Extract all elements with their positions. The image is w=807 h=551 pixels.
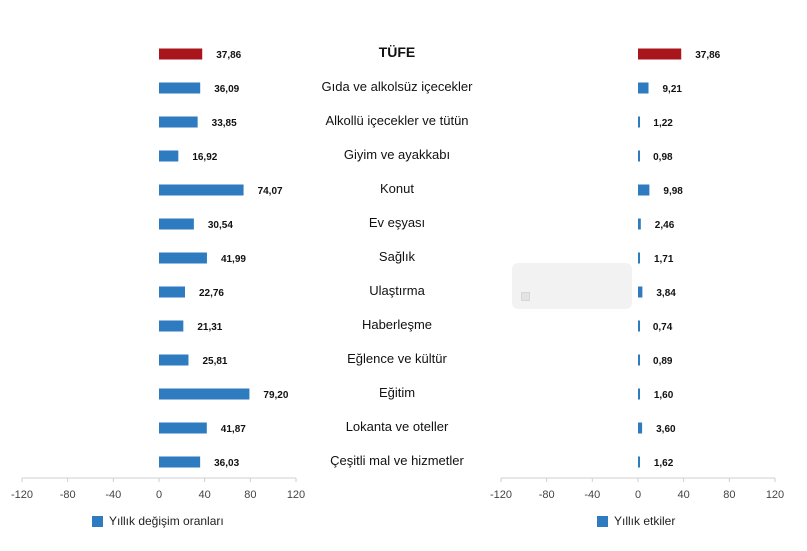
category-label: TÜFE	[379, 44, 416, 60]
left-bar	[159, 218, 194, 230]
legend-right: Yıllık etkiler	[597, 514, 675, 528]
left-tick-label: 80	[244, 489, 256, 501]
left-value-label: 36,03	[214, 458, 239, 469]
right-bar	[638, 422, 643, 434]
faded-tooltip-box	[512, 263, 632, 309]
category-label: Eğitim	[379, 385, 415, 400]
left-value-label: 74,07	[258, 186, 283, 197]
left-bar	[159, 422, 207, 434]
left-value-label: 25,81	[202, 356, 227, 367]
category-label: Alkollü içecekler ve tütün	[325, 113, 468, 128]
right-value-label: 1,22	[653, 118, 673, 129]
legend-right-swatch-icon	[597, 515, 608, 527]
right-bar	[638, 354, 640, 366]
legend-left: Yıllık değişim oranları	[92, 514, 224, 528]
category-label: Ev eşyası	[369, 215, 425, 230]
legend-left-swatch-icon	[92, 515, 103, 527]
right-tick-label: 40	[678, 489, 690, 501]
left-value-label: 16,92	[192, 152, 217, 163]
category-label: Giyim ve ayakkabı	[344, 147, 450, 162]
right-value-label: 3,84	[656, 288, 676, 299]
category-label: Konut	[380, 181, 414, 196]
right-bar	[638, 388, 640, 400]
right-value-label: 1,62	[654, 458, 674, 469]
right-tick-label: 80	[723, 489, 735, 501]
legend-left-label: Yıllık değişim oranları	[109, 514, 224, 528]
category-label: Ulaştırma	[369, 283, 425, 298]
right-value-label: 0,89	[653, 356, 673, 367]
category-labels: TÜFE Gıda ve alkolsüz içecekler Alkollü iç…	[321, 44, 473, 468]
right-bar	[638, 184, 650, 196]
right-value-label: 0,98	[653, 152, 673, 163]
left-bar	[159, 354, 189, 366]
tooltip-swatch-icon	[521, 292, 530, 301]
right-bar	[638, 48, 682, 60]
category-label: Eğlence ve kültür	[347, 351, 447, 366]
left-tick-label: 0	[156, 489, 162, 501]
left-tick-label: -120	[11, 489, 33, 501]
category-label: Lokanta ve oteller	[346, 419, 449, 434]
left-value-label: 21,31	[197, 322, 222, 333]
left-bar	[159, 82, 201, 94]
right-value-label: 9,21	[663, 84, 683, 95]
right-tick-label: 0	[635, 489, 641, 501]
left-value-label: 36,09	[214, 84, 239, 95]
right-tick-label: 120	[766, 489, 784, 501]
right-tick-label: -40	[584, 489, 600, 501]
left-bar	[159, 184, 244, 196]
left-value-label: 37,86	[216, 50, 241, 61]
right-tick-label: -80	[539, 489, 555, 501]
category-label: Gıda ve alkolsüz içecekler	[321, 79, 473, 94]
category-label: Çeşitli mal ve hizmetler	[330, 453, 464, 468]
right-value-label: 1,60	[654, 390, 674, 401]
left-bar	[159, 116, 198, 128]
right-tick-label: -120	[490, 489, 512, 501]
right-bar	[638, 82, 649, 94]
left-bar	[159, 388, 250, 400]
left-bar	[159, 48, 203, 60]
right-value-label: 2,46	[655, 220, 675, 231]
left-value-label: 41,87	[221, 424, 246, 435]
right-bar	[638, 320, 640, 332]
left-bar	[159, 252, 207, 264]
right-bar	[638, 218, 641, 230]
left-tick-label: 120	[287, 489, 305, 501]
left-bar	[159, 320, 184, 332]
right-value-label: 1,71	[654, 254, 674, 265]
right-value-label: 37,86	[695, 50, 720, 61]
category-label: Haberleşme	[362, 317, 432, 332]
right-bar-chart: -120 -80 -40 0 40 80 120 37,86 9,21 1,22 0,98 9,98 2…	[490, 48, 784, 501]
legend-right-label: Yıllık etkiler	[614, 514, 676, 528]
right-bar	[638, 252, 640, 264]
right-bar	[638, 456, 640, 468]
left-value-label: 79,20	[263, 390, 288, 401]
left-tick-label: 40	[199, 489, 211, 501]
category-label: Sağlık	[379, 249, 416, 264]
right-value-label: 0,74	[653, 322, 673, 333]
right-bar	[638, 150, 640, 162]
left-tick-label: -80	[60, 489, 76, 501]
left-value-label: 33,85	[212, 118, 237, 129]
left-bar	[159, 456, 201, 468]
left-value-label: 30,54	[208, 220, 233, 231]
left-tick-label: -40	[105, 489, 121, 501]
left-value-label: 41,99	[221, 254, 246, 265]
right-value-label: 9,98	[663, 186, 683, 197]
right-bar	[638, 286, 643, 298]
left-bar-chart: -120 -80 -40 0 40 80 120 37,86 36,09 33,85 16,92 74…	[11, 48, 305, 501]
right-value-label: 3,60	[656, 424, 676, 435]
left-bar	[159, 150, 179, 162]
left-bar	[159, 286, 185, 298]
right-bar	[638, 116, 640, 128]
left-value-label: 22,76	[199, 288, 224, 299]
